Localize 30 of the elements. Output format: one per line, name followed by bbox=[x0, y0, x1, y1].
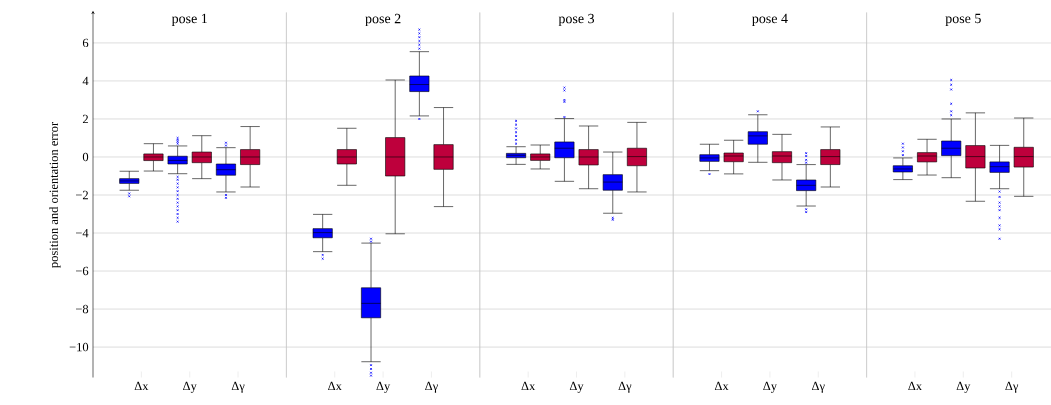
chart-title: pose 2 bbox=[365, 13, 401, 27]
x-tick-label: Δγ bbox=[231, 381, 245, 393]
y-tick-label: 6 bbox=[82, 38, 89, 48]
x-tick-label: Δx bbox=[714, 381, 729, 391]
y-tick-label: −10 bbox=[69, 342, 89, 352]
chart-title: pose 1 bbox=[171, 13, 207, 27]
y-tick-label: −6 bbox=[75, 266, 89, 276]
y-tick-label: −2 bbox=[75, 190, 88, 200]
y-tick-label: 2 bbox=[82, 114, 88, 124]
chart-title: pose 5 bbox=[945, 13, 981, 27]
y-tick-label: 0 bbox=[82, 152, 89, 162]
x-tick-label: Δγ bbox=[425, 381, 438, 393]
x-tick-label: Δy bbox=[956, 381, 971, 393]
chart-title: pose 3 bbox=[558, 13, 595, 27]
x-tick-label: Δx bbox=[521, 381, 536, 391]
y-tick-label: 4 bbox=[82, 76, 89, 86]
y-axis-title: position and orientation error bbox=[49, 122, 61, 268]
y-tick-label: −8 bbox=[75, 304, 89, 314]
x-tick-label: Δy bbox=[569, 381, 584, 393]
x-tick-label: Δy bbox=[183, 381, 197, 393]
x-tick-label: Δx bbox=[328, 381, 342, 391]
x-tick-label: Δy bbox=[376, 381, 391, 393]
x-tick-label: Δy bbox=[763, 381, 777, 393]
x-tick-label: Δγ bbox=[618, 381, 632, 393]
x-tick-label: Δγ bbox=[811, 381, 825, 393]
x-tick-label: Δx bbox=[908, 381, 922, 391]
y-tick-label: −4 bbox=[75, 228, 89, 238]
x-tick-label: Δγ bbox=[1005, 381, 1019, 393]
x-tick-label: Δx bbox=[134, 381, 149, 391]
chart-title: pose 4 bbox=[752, 13, 788, 27]
